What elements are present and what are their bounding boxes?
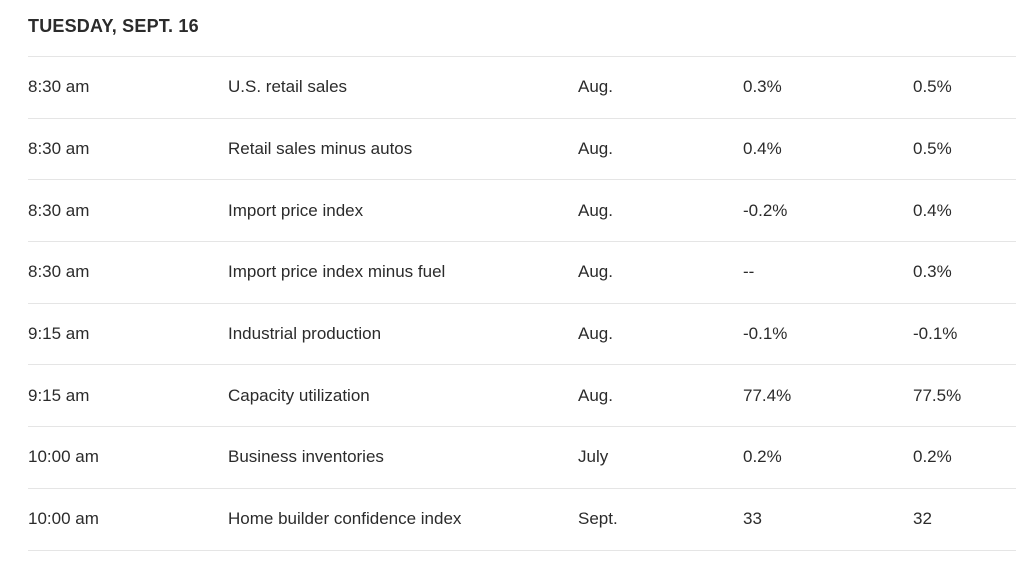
table-row: 9:15 am Industrial production Aug. -0.1%… bbox=[28, 304, 1016, 366]
report-cell: Business inventories bbox=[228, 447, 384, 467]
value-cell: 0.2% bbox=[743, 447, 782, 467]
report-cell: Capacity utilization bbox=[228, 385, 370, 405]
report-cell: Retail sales minus autos bbox=[228, 139, 413, 159]
period-cell: Aug. bbox=[578, 385, 613, 405]
period-cell: Aug. bbox=[578, 200, 613, 220]
period-cell: Aug. bbox=[578, 139, 613, 159]
day-header: TUESDAY, SEPT. 16 bbox=[28, 0, 1016, 57]
table-row: 10:00 am Home builder confidence index S… bbox=[28, 489, 1016, 551]
value-cell: 0.4% bbox=[913, 200, 952, 220]
period-cell: July bbox=[578, 447, 609, 467]
period-cell: Sept. bbox=[578, 509, 618, 529]
time-cell: 8:30 am bbox=[28, 200, 90, 220]
report-cell: Import price index minus fuel bbox=[228, 262, 446, 282]
time-cell: 9:15 am bbox=[28, 324, 90, 344]
time-cell: 8:30 am bbox=[28, 139, 90, 159]
value-cell: -0.1% bbox=[743, 324, 788, 344]
time-cell: 8:30 am bbox=[28, 262, 90, 282]
report-cell: U.S. retail sales bbox=[228, 77, 348, 97]
value-cell: 0.2% bbox=[913, 447, 952, 467]
report-cell: Home builder confidence index bbox=[228, 509, 462, 529]
table-row: 8:30 am Retail sales minus autos Aug. 0.… bbox=[28, 119, 1016, 181]
time-cell: 9:15 am bbox=[28, 385, 90, 405]
value-cell: 0.5% bbox=[913, 77, 952, 97]
economic-calendar: TUESDAY, SEPT. 16 8:30 am U.S. retail sa… bbox=[28, 0, 1016, 551]
table-row: 8:30 am Import price index minus fuel Au… bbox=[28, 242, 1016, 304]
value-cell: 0.3% bbox=[913, 262, 952, 282]
value-cell: 77.4% bbox=[743, 385, 792, 405]
value-cell: -- bbox=[743, 262, 755, 282]
time-cell: 8:30 am bbox=[28, 77, 90, 97]
value-cell: 32 bbox=[913, 509, 932, 529]
time-cell: 10:00 am bbox=[28, 447, 99, 467]
value-cell: 0.4% bbox=[743, 139, 782, 159]
period-cell: Aug. bbox=[578, 77, 613, 97]
value-cell: 33 bbox=[743, 509, 762, 529]
report-cell: Import price index bbox=[228, 200, 364, 220]
value-cell: 0.3% bbox=[743, 77, 782, 97]
value-cell: -0.2% bbox=[743, 200, 788, 220]
value-cell: 77.5% bbox=[913, 385, 962, 405]
period-cell: Aug. bbox=[578, 262, 613, 282]
time-cell: 10:00 am bbox=[28, 509, 99, 529]
table-row: 9:15 am Capacity utilization Aug. 77.4% … bbox=[28, 365, 1016, 428]
report-cell: Industrial production bbox=[228, 324, 382, 344]
table-row: 10:00 am Business inventories July 0.2% … bbox=[28, 427, 1016, 489]
table-row: 8:30 am U.S. retail sales Aug. 0.3% 0.5% bbox=[28, 57, 1016, 119]
value-cell: 0.5% bbox=[913, 139, 952, 159]
table-row: 8:30 am Import price index Aug. -0.2% 0.… bbox=[28, 180, 1016, 243]
value-cell: -0.1% bbox=[913, 324, 958, 344]
period-cell: Aug. bbox=[578, 324, 613, 344]
